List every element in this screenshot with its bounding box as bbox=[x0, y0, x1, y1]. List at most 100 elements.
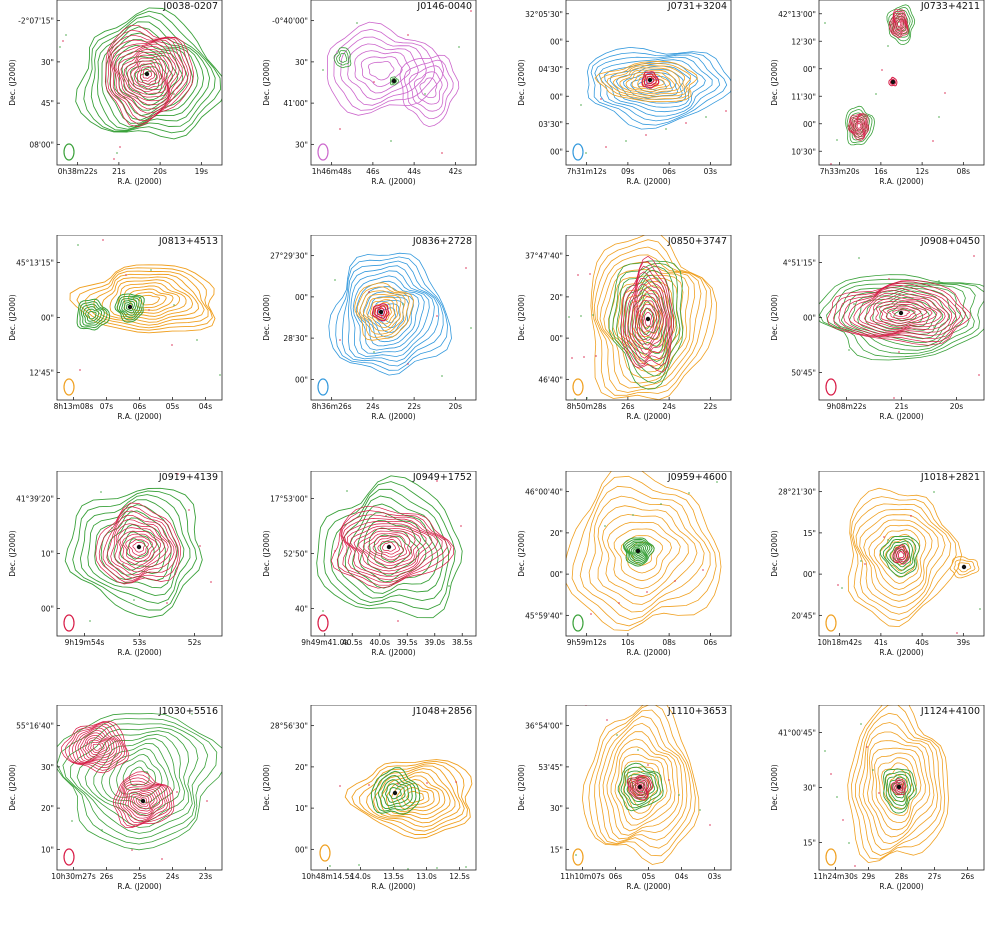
contour-line-red bbox=[858, 292, 946, 332]
contour-line-red bbox=[890, 778, 906, 796]
contour-line-violet bbox=[333, 28, 436, 111]
contour-line-red bbox=[139, 66, 155, 82]
x-axis-label: R.A. (J2000) bbox=[626, 177, 670, 186]
y-axis-label: Dec. (J2000) bbox=[517, 294, 526, 341]
y-tick-label: 50'45" bbox=[791, 369, 816, 378]
contour-line-blue bbox=[341, 260, 444, 367]
noise-speck bbox=[426, 782, 428, 784]
contour-line-red bbox=[112, 771, 175, 828]
contour-panel-J0919+4139: J0919+4139 9h19m54s 53s 52s R.A. (J2000) 41°3… bbox=[0, 471, 250, 701]
contour-line-green bbox=[57, 718, 218, 845]
contour-line-red bbox=[347, 523, 433, 575]
contour-line-red bbox=[119, 530, 161, 566]
noise-speck bbox=[470, 327, 472, 329]
y-tick-label: 00" bbox=[550, 92, 563, 101]
contour-line-green bbox=[113, 44, 189, 117]
noise-speck bbox=[146, 771, 148, 773]
core-marker bbox=[136, 544, 142, 550]
noise-speck bbox=[470, 10, 472, 12]
noise-speck bbox=[837, 584, 839, 586]
noise-speck bbox=[358, 864, 360, 866]
y-tick-label: 4°51'15" bbox=[783, 259, 816, 268]
y-tick-label: 30" bbox=[41, 763, 54, 772]
noise-speck bbox=[668, 779, 670, 781]
contour-line-red bbox=[130, 57, 163, 90]
contour-line-green bbox=[879, 535, 921, 578]
noise-speck bbox=[568, 316, 570, 318]
contour-line-red bbox=[123, 51, 167, 95]
noise-speck bbox=[173, 93, 175, 95]
contour-line-green bbox=[370, 767, 421, 815]
y-tick-label: 20'45" bbox=[791, 611, 816, 620]
noise-speck bbox=[848, 349, 850, 351]
y-tick-label: 20" bbox=[550, 529, 563, 538]
contour-line-green bbox=[116, 295, 143, 321]
noise-speck bbox=[632, 514, 634, 516]
noise-speck bbox=[436, 480, 438, 482]
noise-speck bbox=[339, 339, 341, 341]
contour-line-red bbox=[636, 294, 662, 346]
core-marker bbox=[144, 71, 150, 77]
contour-line-violet bbox=[326, 21, 445, 116]
noise-speck bbox=[101, 829, 103, 831]
noise-speck bbox=[592, 314, 594, 316]
contour-line-red bbox=[855, 121, 863, 131]
y-tick-label: 20" bbox=[295, 763, 308, 772]
contour-line-red bbox=[367, 534, 407, 561]
noise-speck bbox=[368, 784, 370, 786]
noise-speck bbox=[111, 527, 113, 529]
noise-speck bbox=[605, 146, 607, 148]
contour-line-red bbox=[362, 532, 411, 564]
contour-line-orange bbox=[859, 514, 939, 602]
contour-line-blue bbox=[355, 280, 425, 351]
y-axis-label: Dec. (J2000) bbox=[770, 530, 779, 577]
contour-line-red bbox=[897, 550, 905, 559]
core-marker bbox=[898, 310, 904, 316]
panel-title: J0813+4513 bbox=[158, 236, 218, 247]
contour-line-orange bbox=[359, 762, 465, 832]
x-tick-label: 05s bbox=[642, 872, 656, 881]
noise-speck bbox=[113, 158, 115, 160]
contour-line-red bbox=[110, 38, 187, 118]
y-tick-label: 45" bbox=[41, 99, 54, 108]
x-tick-label: 21s bbox=[895, 402, 909, 411]
contour-line-green bbox=[316, 475, 463, 619]
noise-speck bbox=[973, 255, 975, 257]
noise-speck bbox=[424, 93, 426, 95]
x-tick-label: 10s bbox=[621, 638, 635, 647]
contour-plot: J0908+0450 9h08m22s 21s 20s R.A. (J2000) 4°51… bbox=[770, 235, 985, 421]
x-tick-label: 8h50m28s bbox=[567, 402, 607, 411]
noise-speck bbox=[716, 481, 718, 483]
noise-speck bbox=[373, 351, 375, 353]
contour-line-violet bbox=[413, 71, 443, 105]
contour-line-orange bbox=[847, 705, 949, 864]
noise-speck bbox=[458, 46, 460, 48]
contour-line-orange bbox=[854, 712, 942, 856]
y-tick-label: 00" bbox=[550, 334, 563, 343]
contour-line-orange bbox=[366, 296, 398, 328]
contour-line-green bbox=[632, 546, 643, 557]
contour-line-red bbox=[643, 312, 652, 327]
contour-line-red bbox=[833, 281, 966, 343]
contour-line-green bbox=[93, 738, 181, 816]
noise-speck bbox=[875, 93, 877, 95]
contour-line-green bbox=[101, 742, 175, 810]
contour-line-red bbox=[633, 780, 646, 794]
contour-panel-J0733+4211: J0733+4211 7h33m20s 16s 12s 08s R.A. (J2000) 4… bbox=[762, 0, 1000, 230]
noise-speck bbox=[872, 769, 874, 771]
x-tick-label: 1h46m48s bbox=[312, 167, 352, 176]
noise-speck bbox=[725, 110, 727, 112]
noise-speck bbox=[830, 163, 832, 165]
contour-line-red bbox=[376, 307, 386, 317]
contour-line-green bbox=[62, 723, 209, 840]
noise-speck bbox=[170, 99, 172, 101]
contour-line-red bbox=[75, 727, 120, 763]
noise-speck bbox=[407, 363, 409, 365]
y-tick-label: 11'30" bbox=[791, 92, 816, 101]
contour-line-orange bbox=[862, 731, 935, 845]
y-tick-label: 46'40" bbox=[538, 375, 563, 384]
y-tick-label: -2°07'15" bbox=[18, 17, 54, 26]
contour-panel-J0908+0450: J0908+0450 9h08m22s 21s 20s R.A. (J2000) 4°51… bbox=[762, 235, 1000, 465]
contour-line-green bbox=[120, 531, 155, 566]
